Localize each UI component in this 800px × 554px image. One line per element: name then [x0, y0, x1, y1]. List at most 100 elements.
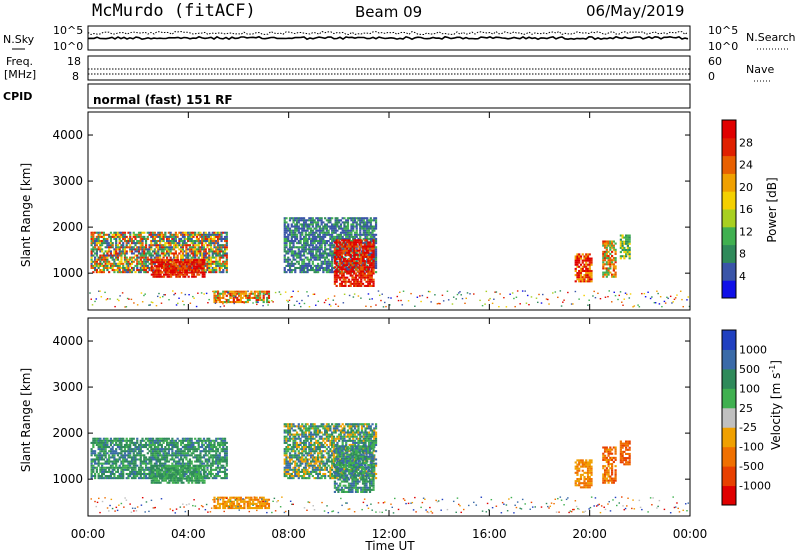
data-cell: [225, 477, 228, 480]
data-cell: [99, 248, 102, 251]
data-cell: [134, 264, 137, 267]
data-cell: [346, 270, 349, 273]
data-cell: [127, 269, 130, 272]
data-cell: [292, 250, 295, 253]
data-cell: [320, 256, 323, 259]
data-cell: [218, 458, 221, 461]
data-cell: [317, 233, 320, 236]
data-cell: [104, 437, 107, 440]
data-cell: [120, 475, 123, 478]
data-cell: [590, 263, 593, 266]
data-cell: [342, 260, 345, 263]
data-cell: [143, 264, 146, 267]
data-cell: [136, 262, 139, 265]
data-cell: [111, 460, 114, 463]
data-cell: [113, 443, 116, 447]
data-cell: [197, 439, 200, 442]
data-cell: [139, 233, 142, 236]
data-cell: [607, 273, 610, 276]
data-cell: [374, 271, 378, 274]
data-cell: [349, 270, 352, 273]
data-cell: [621, 240, 624, 243]
data-cell: [325, 225, 328, 228]
data-cell: [136, 472, 139, 476]
data-cell: [123, 464, 127, 467]
data-cell: [99, 456, 102, 459]
data-cell: [122, 462, 125, 465]
data-cell: [101, 242, 104, 245]
data-cell: [590, 280, 593, 283]
data-cell: [288, 242, 292, 245]
power-panel-frame: [87, 111, 691, 311]
data-cell: [106, 470, 109, 473]
data-cell: [115, 240, 118, 243]
data-cell: [182, 465, 185, 468]
data-cell: [249, 293, 252, 295]
data-cell: [115, 248, 118, 251]
data-cell: [144, 464, 148, 467]
data-cell: [150, 441, 153, 444]
data-cell: [95, 242, 98, 245]
data-cell: [317, 271, 320, 274]
data-cell: [149, 304, 151, 306]
data-cell: [182, 300, 184, 302]
data-cell: [129, 464, 132, 467]
data-cell: [369, 240, 372, 243]
data-cell: [287, 237, 290, 241]
data-cell: [125, 454, 128, 457]
data-cell: [331, 271, 334, 274]
data-cell: [208, 472, 211, 476]
data-cell: [287, 229, 290, 232]
data-cell: [651, 296, 653, 298]
data-cell: [602, 250, 605, 253]
y-tick-label: 2000: [52, 220, 83, 234]
data-cell: [201, 443, 204, 447]
data-cell: [91, 304, 94, 306]
data-cell: [99, 254, 102, 257]
data-cell: [288, 246, 292, 249]
data-cell: [521, 290, 524, 292]
data-cell: [473, 293, 475, 295]
data-cell: [196, 261, 199, 264]
data-cell: [302, 262, 306, 265]
data-cell: [185, 469, 189, 472]
data-cell: [365, 284, 368, 287]
data-cell: [89, 292, 91, 294]
data-cell: [181, 454, 185, 457]
data-cell: [290, 264, 293, 267]
data-cell: [109, 250, 113, 253]
data-cell: [115, 233, 118, 236]
data-cell: [177, 265, 180, 268]
data-cell: [106, 246, 109, 249]
data-cell: [152, 273, 155, 276]
data-cell: [211, 456, 214, 459]
data-cell: [586, 267, 590, 270]
data-cell: [160, 250, 163, 253]
data-cell: [588, 261, 591, 264]
data-cell: [243, 301, 246, 304]
data-cell: [372, 241, 375, 244]
data-cell: [369, 223, 372, 226]
data-cell: [157, 439, 160, 442]
data-cell: [364, 235, 367, 238]
data-cell: [342, 284, 345, 287]
data-cell: [227, 298, 230, 302]
data-cell: [164, 231, 167, 234]
data-cell: [188, 250, 192, 253]
data-cell: [324, 248, 327, 251]
data-cell: [99, 256, 102, 259]
data-cell: [237, 294, 241, 297]
data-cell: [340, 270, 344, 273]
data-cell: [113, 460, 116, 463]
data-cell: [308, 231, 311, 234]
data-cell: [638, 306, 641, 308]
data-cell: [367, 276, 370, 279]
data-cell: [187, 460, 190, 463]
data-cell: [317, 264, 320, 267]
data-cell: [130, 439, 134, 442]
data-cell: [148, 450, 151, 453]
data-cell: [345, 225, 348, 228]
data-cell: [143, 460, 146, 463]
data-cell: [118, 271, 121, 274]
data-cell: [152, 267, 155, 270]
